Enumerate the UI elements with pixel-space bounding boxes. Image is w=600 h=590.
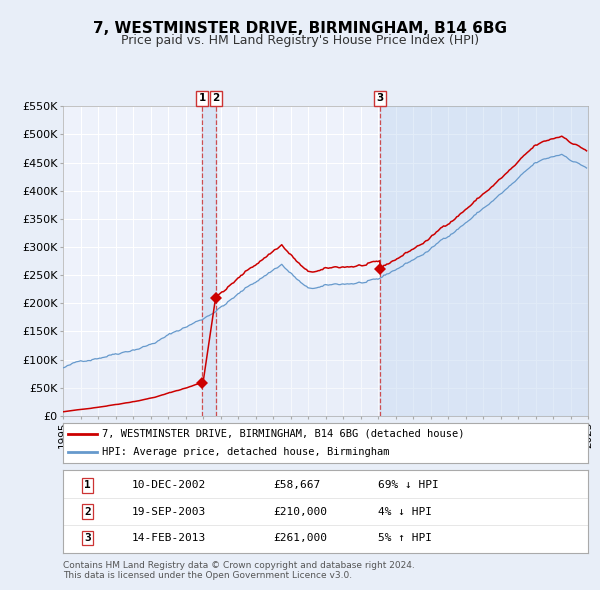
Text: 3: 3 bbox=[84, 533, 91, 543]
Text: 3: 3 bbox=[376, 93, 384, 103]
Text: This data is licensed under the Open Government Licence v3.0.: This data is licensed under the Open Gov… bbox=[63, 571, 352, 580]
Text: £261,000: £261,000 bbox=[273, 533, 327, 543]
Text: £210,000: £210,000 bbox=[273, 507, 327, 516]
Text: Contains HM Land Registry data © Crown copyright and database right 2024.: Contains HM Land Registry data © Crown c… bbox=[63, 560, 415, 569]
Text: HPI: Average price, detached house, Birmingham: HPI: Average price, detached house, Birm… bbox=[103, 447, 390, 457]
Bar bbox=[202, 106, 215, 416]
Text: £58,667: £58,667 bbox=[273, 480, 320, 490]
Text: 14-FEB-2013: 14-FEB-2013 bbox=[131, 533, 205, 543]
Text: 10-DEC-2002: 10-DEC-2002 bbox=[131, 480, 205, 490]
Text: 2: 2 bbox=[84, 507, 91, 516]
Text: 69% ↓ HPI: 69% ↓ HPI bbox=[378, 480, 439, 490]
Text: 19-SEP-2003: 19-SEP-2003 bbox=[131, 507, 205, 516]
Text: 5% ↑ HPI: 5% ↑ HPI bbox=[378, 533, 432, 543]
Text: Price paid vs. HM Land Registry's House Price Index (HPI): Price paid vs. HM Land Registry's House … bbox=[121, 34, 479, 47]
Bar bbox=[380, 106, 588, 416]
Text: 1: 1 bbox=[199, 93, 206, 103]
Text: 7, WESTMINSTER DRIVE, BIRMINGHAM, B14 6BG (detached house): 7, WESTMINSTER DRIVE, BIRMINGHAM, B14 6B… bbox=[103, 429, 465, 439]
Text: 2: 2 bbox=[212, 93, 219, 103]
Text: 4% ↓ HPI: 4% ↓ HPI bbox=[378, 507, 432, 516]
Text: 1: 1 bbox=[84, 480, 91, 490]
Text: 7, WESTMINSTER DRIVE, BIRMINGHAM, B14 6BG: 7, WESTMINSTER DRIVE, BIRMINGHAM, B14 6B… bbox=[93, 21, 507, 35]
